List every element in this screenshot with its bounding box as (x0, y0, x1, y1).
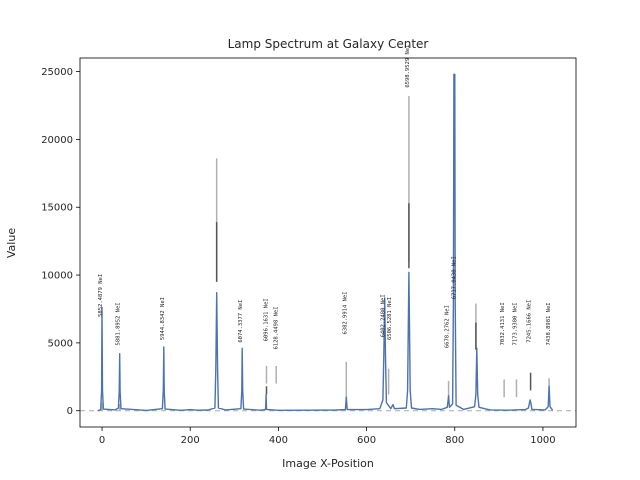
y-tick-label-3: 15000 (41, 203, 73, 214)
line-label-1: 5881.8952 NeI (116, 302, 122, 345)
line-label-0: 5852.4879 NeI (98, 274, 104, 317)
y-tick-label-4: 20000 (41, 135, 73, 146)
line-label-4: 6096.1631 NeI (263, 298, 269, 341)
line-label-3: 6074.3377 NeI (238, 300, 244, 343)
x-tick-label-1: 200 (181, 435, 200, 446)
x-tick-label-0: 0 (99, 435, 105, 446)
line-label-10: 6678.2762 NeI (445, 305, 451, 348)
x-axis-label: Image X-Position (282, 457, 374, 470)
x-tick-label-4: 800 (445, 435, 464, 446)
x-tick-label-5: 1000 (530, 435, 555, 446)
line-label-15: 7438.8981 NeI (546, 302, 552, 345)
x-tick-label-3: 600 (357, 435, 376, 446)
y-tick-label-2: 10000 (41, 271, 73, 282)
y-tick-label-5: 25000 (41, 67, 73, 78)
y-tick-label-0: 0 (67, 406, 73, 417)
line-label-5: 6128.4498 NeI (273, 306, 279, 349)
line-label-8: 6506.5281 NeI (387, 297, 393, 340)
plot-area (80, 58, 576, 427)
line-label-6: 6382.9914 NeI (343, 291, 349, 334)
line-label-13: 7173.9380 NeI (512, 302, 518, 345)
line-label-2: 5944.8342 NeI (160, 297, 166, 340)
x-tick-label-2: 400 (269, 435, 288, 446)
line-label-11: 6717.0430 NeI (452, 256, 458, 299)
line-label-14: 7245.1666 NeI (527, 300, 533, 343)
chart-title: Lamp Spectrum at Galaxy Center (228, 37, 429, 51)
line-label-7: 6402.2480 NeI (381, 294, 387, 337)
line-label-12: 7032.4131 NeI (500, 302, 506, 345)
spectrum-line-0 (97, 73, 554, 412)
y-tick-label-1: 5000 (48, 338, 73, 349)
line-label-9: 6598.9529 NeI (405, 45, 411, 88)
y-axis-label: Value (5, 228, 18, 258)
plot-frame (79, 57, 577, 428)
